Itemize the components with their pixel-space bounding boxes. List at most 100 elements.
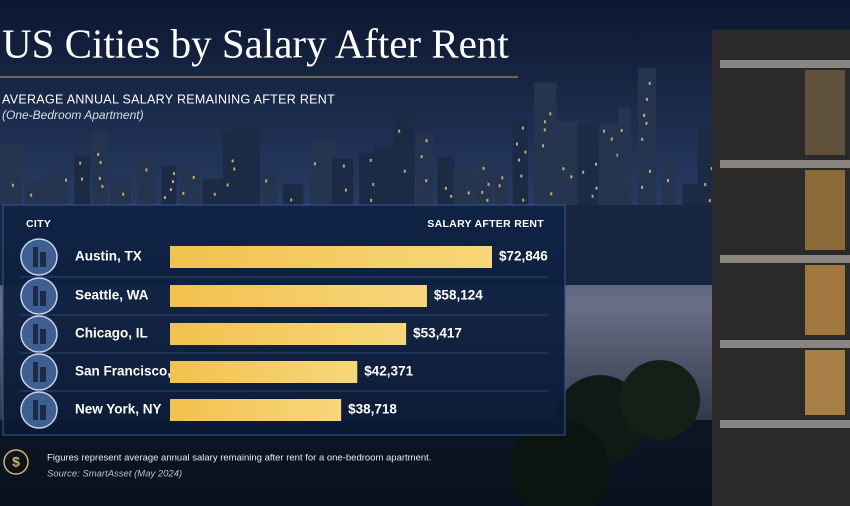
window <box>710 167 713 171</box>
window <box>518 158 521 162</box>
window <box>520 174 523 178</box>
window <box>543 120 546 124</box>
window <box>610 137 613 141</box>
window <box>313 162 316 166</box>
footer-icon: $ <box>3 449 29 475</box>
window <box>169 188 172 192</box>
category-header: CITY <box>26 218 51 230</box>
city-label: New York, NY <box>75 402 162 417</box>
window <box>450 194 453 198</box>
city-icon-building <box>33 362 38 382</box>
city-label: Seattle, WA <box>75 288 149 303</box>
window <box>641 185 644 189</box>
window <box>213 192 216 196</box>
window <box>543 128 546 132</box>
window <box>182 191 185 195</box>
window <box>591 194 594 198</box>
window <box>233 167 236 171</box>
window <box>550 192 553 196</box>
value-label: $58,124 <box>434 288 483 303</box>
city-icon-building <box>40 252 46 267</box>
window <box>562 167 565 171</box>
window <box>99 160 102 164</box>
city-icon-building <box>33 286 38 306</box>
city-icon <box>20 238 58 276</box>
city-label: Chicago, IL <box>75 326 148 341</box>
window <box>641 137 644 141</box>
window <box>97 152 100 156</box>
window <box>667 179 670 183</box>
window <box>369 158 372 162</box>
city-icon <box>20 277 58 315</box>
window <box>549 112 552 116</box>
window <box>342 164 345 168</box>
bar <box>170 285 427 307</box>
value-label: $53,417 <box>413 326 462 341</box>
window <box>603 129 606 133</box>
window <box>570 175 573 179</box>
window <box>171 180 174 184</box>
window <box>486 198 489 202</box>
window <box>173 172 176 176</box>
window <box>501 176 504 180</box>
window <box>704 183 707 187</box>
window <box>290 198 293 202</box>
bar <box>170 246 492 268</box>
window <box>643 113 646 117</box>
city-icon <box>20 391 58 429</box>
window <box>11 183 14 187</box>
window <box>370 198 373 202</box>
window <box>481 190 484 194</box>
subtitle: AVERAGE ANNUAL SALARY REMAINING AFTER RE… <box>2 92 335 106</box>
window <box>594 162 597 166</box>
window <box>425 179 428 183</box>
city-icon-building <box>40 291 46 306</box>
window <box>620 129 623 133</box>
value-label: $72,846 <box>499 249 548 264</box>
window <box>648 81 651 85</box>
bar <box>170 361 358 383</box>
bar <box>170 323 407 345</box>
window <box>444 186 447 190</box>
footnote: Figures represent average annual salary … <box>47 453 431 464</box>
svg-text:$: $ <box>12 454 20 470</box>
city-label: San Francisco, CA <box>75 364 195 379</box>
window <box>80 177 83 181</box>
city-icon-building <box>33 247 38 267</box>
window <box>645 121 648 125</box>
window <box>482 166 485 170</box>
city-icon-building <box>40 405 46 420</box>
window <box>122 192 125 196</box>
value-label: $38,718 <box>348 402 397 417</box>
value-header: SALARY AFTER RENT <box>427 218 544 230</box>
window <box>101 184 104 188</box>
window <box>398 129 401 133</box>
window <box>420 155 423 159</box>
window <box>487 182 490 186</box>
window <box>521 126 524 130</box>
city-icon-building <box>40 329 46 344</box>
window <box>542 144 545 148</box>
window <box>616 153 619 157</box>
window <box>344 188 347 192</box>
window <box>372 182 375 186</box>
window <box>582 170 585 174</box>
window <box>226 183 229 187</box>
window <box>192 175 195 179</box>
window <box>403 169 406 173</box>
window <box>265 179 268 183</box>
trees <box>510 360 700 506</box>
title: US Cities by Salary After Rent <box>2 20 509 66</box>
window <box>79 161 82 165</box>
subtitle-note: (One-Bedroom Apartment) <box>2 108 144 122</box>
city-icon <box>20 353 58 391</box>
chart-panel <box>2 204 566 436</box>
city-icon-building <box>33 400 38 420</box>
bar <box>170 399 342 421</box>
window <box>708 199 711 203</box>
window <box>425 139 428 143</box>
window <box>524 150 527 154</box>
city-icon <box>20 315 58 353</box>
city-icon-building <box>33 324 38 344</box>
